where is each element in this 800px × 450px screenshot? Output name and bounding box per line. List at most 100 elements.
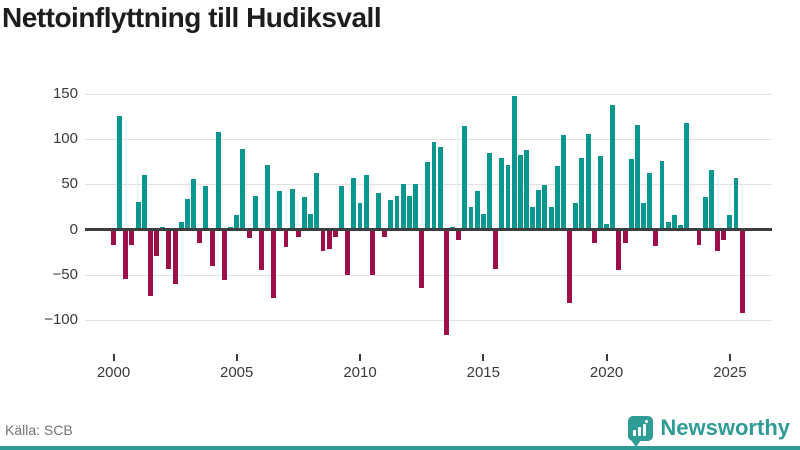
bar-2007-Q3 [295,231,301,237]
gridline--50 [85,275,772,276]
bar-2010-Q2 [363,175,369,230]
bar-2023-Q2 [684,122,690,230]
bar-2025-Q2 [733,178,739,230]
bar-2005-Q2 [240,149,246,230]
bar-2025-Q1 [727,215,733,230]
bar-2014-Q1 [456,231,462,241]
bar-2021-Q1 [628,159,634,230]
bar-2000-Q1 [111,231,116,245]
bar-2009-Q2 [339,186,344,230]
bottom-accent-border [0,446,800,450]
bar-2002-Q3 [172,231,178,284]
bar-2007-Q1 [283,231,289,247]
bar-2020-Q2 [610,104,616,230]
bar-2024-Q3 [715,231,720,252]
bar-2012-Q3 [419,231,425,289]
bar-2009-Q3 [345,231,351,275]
y-tick-label--50: −50 [52,266,78,283]
bar-2022-Q4 [671,215,677,230]
bar-2002-Q2 [166,231,172,270]
bar-2011-Q2 [388,199,394,230]
bar-2016-Q1 [505,165,511,230]
bar-2021-Q2 [634,124,640,230]
bar-2017-Q2 [536,189,542,230]
bar-2007-Q4 [302,197,307,230]
bar-2000-Q3 [123,231,129,280]
bar-2025-Q3 [739,231,745,313]
bar-2008-Q2 [314,172,320,230]
bar-2011-Q3 [394,196,400,230]
bar-2009-Q1 [332,231,338,238]
bar-2021-Q4 [647,172,653,230]
y-tick-label-150: 150 [52,84,78,102]
gridline-150 [85,93,772,95]
bar-2008-Q3 [320,231,326,252]
bar-2019-Q4 [597,156,603,230]
bar-2001-Q1 [135,201,141,230]
y-tick-label--100: −100 [44,311,78,329]
bar-2008-Q1 [308,214,314,230]
bar-2002-Q4 [178,221,184,230]
bar-2014-Q3 [468,207,474,230]
x-axis-line [85,228,772,232]
bar-2001-Q3 [147,231,153,297]
bar-2005-Q1 [234,215,240,230]
x-tick-2015 [482,354,485,361]
bar-2018-Q2 [560,134,566,230]
bar-2016-Q4 [523,149,529,230]
x-tick-2010 [359,354,361,361]
x-tick-2020 [605,354,608,361]
bar-2001-Q4 [154,231,160,256]
bar-2001-Q2 [141,175,147,230]
bar-2006-Q3 [271,231,277,299]
bar-2004-Q2 [215,131,221,230]
bar-2024-Q4 [721,231,727,241]
y-tick-label-50: 50 [61,175,78,193]
bar-2011-Q1 [382,231,388,238]
bar-2012-Q2 [413,184,418,230]
bar-2000-Q4 [129,231,135,245]
bar-2021-Q3 [641,202,646,230]
bar-2010-Q1 [357,202,363,230]
bar-2013-Q3 [443,231,449,336]
bar-2005-Q3 [246,231,252,239]
bar-2022-Q3 [665,222,671,230]
bar-2018-Q3 [567,231,573,303]
bar-2018-Q4 [573,202,579,230]
x-tick-label-2015: 2015 [466,364,500,381]
bar-2003-Q3 [197,231,203,243]
plot-area [85,85,772,345]
bar-2007-Q2 [289,188,295,230]
bar-2003-Q2 [191,178,197,230]
bar-2015-Q1 [480,214,486,230]
bar-2004-Q3 [221,231,227,281]
bar-2012-Q1 [406,196,412,230]
x-tick-2025 [728,354,731,361]
bar-2004-Q1 [209,231,215,267]
bar-2015-Q2 [487,152,492,230]
bar-2017-Q3 [542,185,548,230]
bar-2022-Q1 [653,231,659,246]
x-tick-label-2000: 2000 [96,364,131,381]
bar-2018-Q1 [554,166,560,230]
bar-2006-Q4 [277,190,283,230]
bar-2024-Q2 [708,169,714,230]
bar-2016-Q2 [511,95,517,230]
bar-2019-Q2 [585,133,591,230]
x-tick-2000 [112,354,115,361]
bar-2016-Q3 [517,155,523,230]
bar-2015-Q3 [493,231,499,270]
bar-2003-Q1 [184,198,190,230]
bar-2020-Q4 [622,231,628,243]
bar-2011-Q4 [400,183,406,230]
bar-2012-Q4 [425,161,431,230]
x-tick-2005 [235,354,238,361]
bar-2020-Q1 [604,224,609,230]
bar-2023-Q4 [696,231,702,245]
bar-2010-Q3 [369,231,375,275]
bar-2008-Q4 [326,231,332,250]
bar-2014-Q2 [462,126,468,230]
x-tick-label-2020: 2020 [589,364,624,381]
x-tick-label-2010: 2010 [343,364,377,381]
bar-chart-badge-icon [628,415,654,447]
